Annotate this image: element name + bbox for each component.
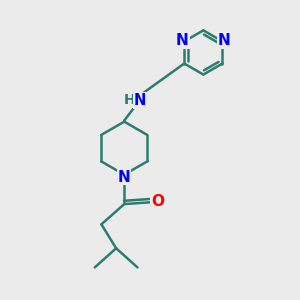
- Text: N: N: [218, 33, 231, 48]
- Text: O: O: [151, 194, 164, 209]
- Text: N: N: [118, 170, 130, 185]
- Text: N: N: [176, 33, 189, 48]
- Text: N: N: [134, 93, 146, 108]
- Text: H: H: [124, 93, 135, 107]
